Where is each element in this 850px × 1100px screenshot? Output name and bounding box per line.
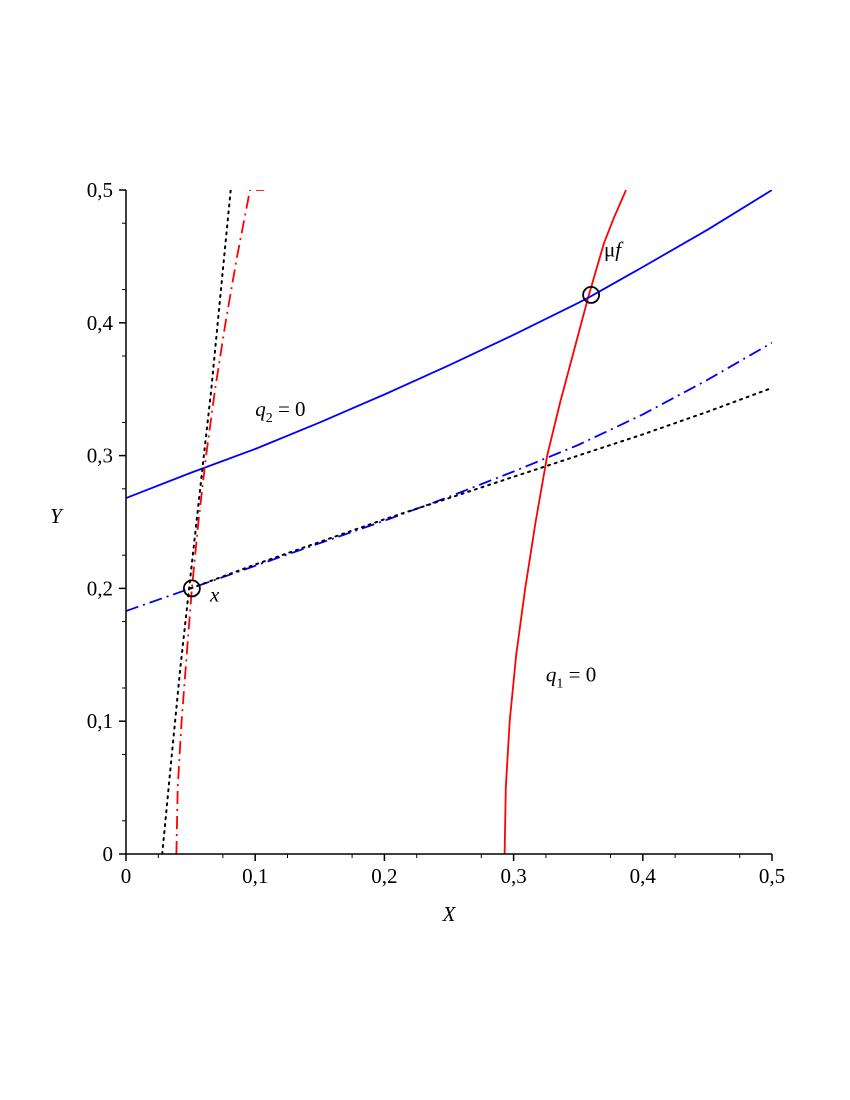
y-tick-label: 0,1 <box>87 709 113 733</box>
annotation-1: q2 = 0 <box>255 397 305 426</box>
y-tick-label: 0,3 <box>87 444 113 468</box>
x-tick-label: 0,3 <box>500 864 526 888</box>
series-line-4 <box>126 341 772 612</box>
x-tick-label: 0,4 <box>630 864 657 888</box>
y-axis-title: Y <box>50 504 64 528</box>
annotations: q2 = 0 q1 = 0 x μf <box>209 237 624 691</box>
series-layer <box>126 190 772 854</box>
x-tick-label: 0 <box>121 864 132 888</box>
x-tick-label: 0,1 <box>242 864 268 888</box>
x-tick-label: 0,5 <box>759 864 785 888</box>
annotation-3: x <box>209 583 220 607</box>
point-marker-1 <box>182 579 201 598</box>
marker-layer <box>182 286 601 598</box>
point-marker-2 <box>582 286 601 304</box>
tick-labels: 0 0,1 0,2 0,3 0,4 0,5 0 0,1 0,2 0,3 0,4 0,5 <box>87 178 785 888</box>
y-tick-label: 0 <box>103 842 114 866</box>
y-tick-label: 0,5 <box>87 178 113 202</box>
y-tick-label: 0,2 <box>87 576 113 600</box>
x-axis-title: X <box>442 902 457 926</box>
series-line-1 <box>503 190 627 854</box>
axes <box>125 190 772 855</box>
annotation-4: μf <box>604 237 624 261</box>
series-line-2 <box>126 190 772 499</box>
annotation-2: q1 = 0 <box>546 662 596 691</box>
series-line-3 <box>175 190 265 854</box>
series-line-6 <box>189 386 772 590</box>
x-tick-label: 0,2 <box>371 864 397 888</box>
y-tick-label: 0,4 <box>87 311 114 335</box>
ticks <box>119 189 773 861</box>
series-line-5 <box>161 190 232 854</box>
